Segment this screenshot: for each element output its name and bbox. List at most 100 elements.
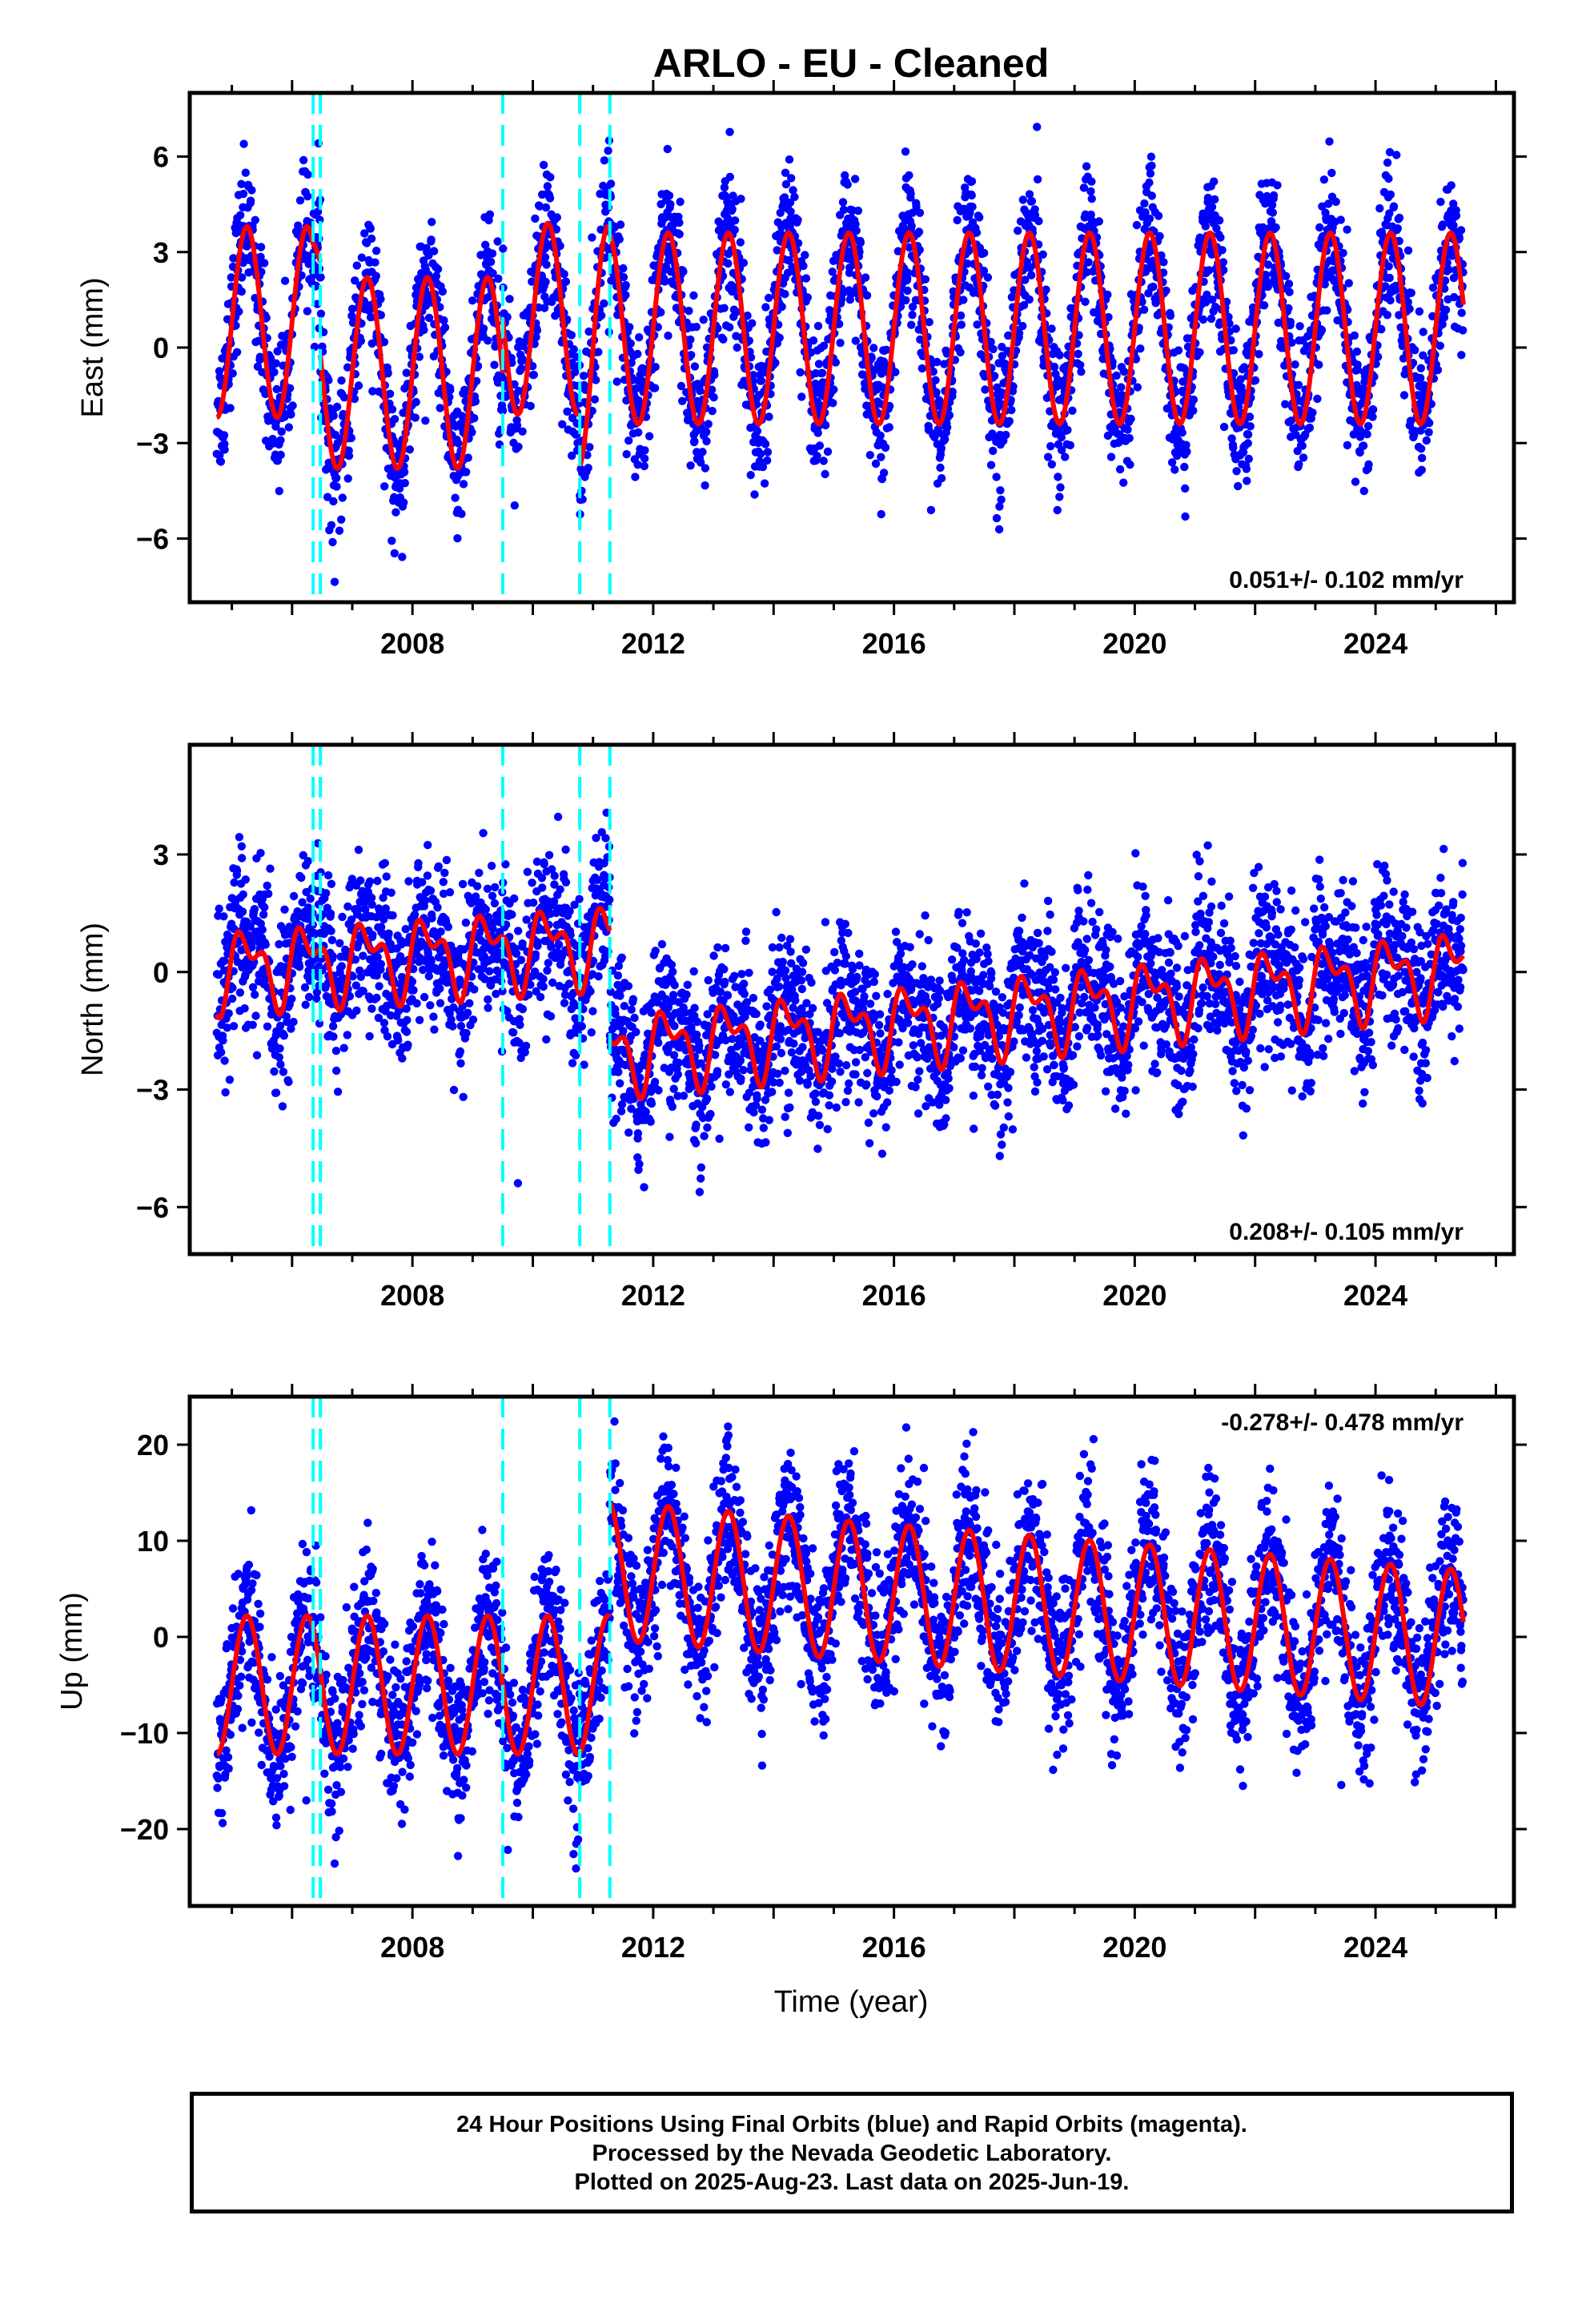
data-point [916, 335, 925, 344]
data-point [594, 348, 603, 356]
data-point [1038, 250, 1047, 259]
data-point [1005, 416, 1014, 426]
data-point [240, 1004, 249, 1013]
data-point [228, 983, 237, 992]
data-point [401, 925, 410, 934]
data-point [462, 468, 471, 476]
data-point [394, 1035, 403, 1045]
data-point [746, 471, 755, 480]
data-point [764, 293, 773, 303]
data-point [838, 289, 847, 298]
east-ylabel: East (mm) [76, 277, 110, 417]
data-point [316, 868, 325, 877]
data-point [1068, 406, 1077, 415]
data-point [856, 238, 865, 247]
data-point [861, 273, 870, 282]
data-point [604, 147, 612, 155]
data-point [256, 849, 265, 858]
data-point [687, 351, 696, 360]
data-point [400, 479, 409, 488]
data-point [725, 323, 734, 332]
data-point [921, 275, 930, 283]
data-point [1424, 428, 1433, 436]
data-point [532, 326, 542, 335]
data-point [488, 891, 497, 901]
data-point [468, 1015, 478, 1024]
y-tick-label: 0 [153, 332, 169, 364]
data-point [801, 274, 811, 283]
data-point [343, 474, 352, 483]
data-point [536, 992, 545, 1002]
data-point [1027, 197, 1037, 206]
data-point [1299, 453, 1308, 462]
data-point [1229, 346, 1239, 355]
data-point [634, 428, 643, 437]
data-point [1359, 486, 1369, 496]
data-point [463, 1008, 472, 1018]
data-point [232, 348, 242, 356]
data-point [1066, 440, 1075, 450]
data-point [1246, 422, 1255, 431]
data-point [1042, 285, 1050, 294]
data-point [679, 267, 688, 276]
data-point [553, 812, 563, 822]
data-point [387, 537, 396, 545]
data-point [1112, 371, 1121, 380]
data-point [1386, 296, 1395, 305]
data-point [809, 336, 818, 345]
data-point [686, 461, 695, 470]
data-point [550, 880, 559, 889]
data-point [412, 397, 420, 407]
data-point [787, 174, 796, 183]
data-point [352, 1006, 361, 1015]
data-point [516, 364, 526, 373]
data-point [344, 452, 354, 460]
data-point [1055, 493, 1064, 501]
data-point [256, 252, 265, 261]
data-point [215, 904, 223, 913]
data-point [260, 259, 269, 267]
data-point [697, 458, 705, 467]
data-point [380, 482, 389, 491]
data-point [324, 376, 333, 384]
data-point [1207, 203, 1217, 211]
data-point [337, 962, 346, 971]
data-point [365, 877, 375, 886]
data-point [370, 961, 379, 970]
data-point [1082, 267, 1091, 277]
data-point [1439, 313, 1449, 322]
data-point [540, 859, 548, 869]
data-point [640, 454, 649, 463]
data-point [621, 280, 630, 290]
data-point [1147, 191, 1157, 200]
data-point [373, 952, 382, 962]
data-point [327, 879, 336, 889]
data-point [367, 900, 376, 909]
data-point [1384, 262, 1393, 271]
data-point [560, 270, 568, 279]
data-point [544, 850, 554, 860]
data-point [235, 307, 243, 316]
data-point [1441, 305, 1451, 315]
data-point [345, 991, 355, 1001]
x-tick-label: 2008 [380, 627, 444, 660]
data-point [1018, 321, 1027, 331]
data-point [980, 248, 989, 258]
data-point [470, 414, 479, 423]
data-point [932, 388, 941, 396]
data-point [241, 875, 250, 884]
data-point [1438, 220, 1447, 229]
fit-segment [577, 223, 612, 468]
data-point [1018, 195, 1028, 204]
data-point [953, 215, 962, 225]
data-point [797, 392, 806, 401]
data-point [355, 966, 364, 975]
data-point [986, 460, 996, 469]
data-point [1239, 363, 1249, 372]
data-point [266, 864, 275, 873]
data-point [509, 1028, 518, 1037]
data-point [330, 577, 339, 586]
data-point [907, 320, 916, 329]
data-point [1385, 273, 1394, 283]
data-point [1295, 322, 1304, 331]
